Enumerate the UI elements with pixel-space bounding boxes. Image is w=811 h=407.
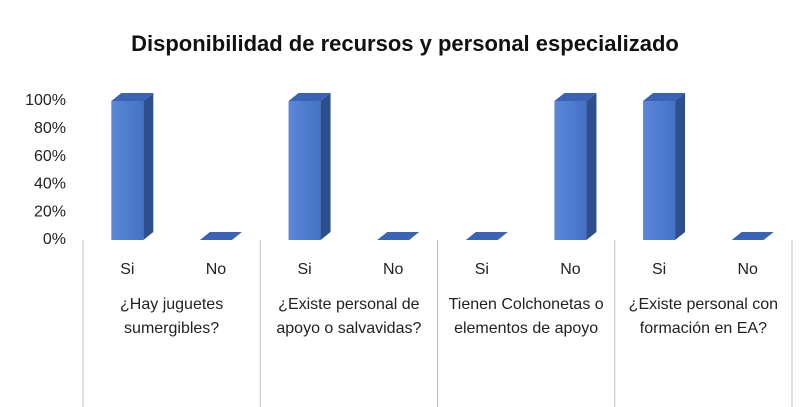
group-label: ¿Existe personal de apoyo o salvavidas? — [276, 296, 422, 337]
bar — [731, 232, 774, 240]
group-label-box: ¿Hay juguetes sumergibles? — [120, 296, 224, 337]
bar — [199, 232, 242, 240]
bar — [288, 93, 331, 240]
group-label-box: ¿Existe personal de apoyo o salvavidas? — [276, 296, 422, 337]
bar-front — [111, 101, 144, 240]
bar-top — [199, 232, 242, 240]
bar-side — [143, 93, 154, 240]
bar-top — [731, 232, 774, 240]
group-label: ¿Hay juguetes sumergibles? — [120, 296, 224, 337]
x-tick-label: No — [383, 261, 404, 278]
bar-front — [643, 101, 676, 240]
bar — [643, 93, 686, 240]
bar-top — [111, 93, 154, 101]
bar-front — [288, 101, 321, 240]
bar-side — [675, 93, 686, 240]
chart-title: Disponibilidad de recursos y personal es… — [131, 31, 679, 56]
x-tick-label: No — [737, 261, 758, 278]
group-label-box: ¿Existe personal con formación en EA? — [628, 296, 779, 337]
bar-top — [643, 93, 686, 101]
group-label: ¿Existe personal con formación en EA? — [628, 296, 779, 337]
y-tick-label: 60% — [34, 148, 66, 165]
bar-top — [465, 232, 508, 240]
x-tick-label: No — [560, 261, 581, 278]
bar — [554, 93, 597, 240]
bar — [111, 93, 154, 240]
y-tick-label: 40% — [34, 176, 66, 193]
bar-top — [288, 93, 331, 101]
y-tick-label: 100% — [25, 92, 66, 109]
y-tick-label: 80% — [34, 120, 66, 137]
group-label-box: Tienen Colchonetas o elementos de apoyo — [448, 296, 604, 337]
bar — [465, 232, 508, 240]
bar-top — [554, 93, 597, 101]
x-tick-label: Si — [475, 261, 489, 278]
y-tick-label: 0% — [43, 231, 66, 248]
bar-top — [377, 232, 420, 240]
bar-front — [554, 101, 587, 240]
bar-side — [586, 93, 597, 240]
x-tick-label: No — [206, 261, 227, 278]
bar — [377, 232, 420, 240]
x-tick-label: Si — [652, 261, 666, 278]
x-tick-label: Si — [120, 261, 134, 278]
y-tick-label: 20% — [34, 203, 66, 220]
bar-side — [320, 93, 331, 240]
x-tick-label: Si — [297, 261, 311, 278]
group-label: Tienen Colchonetas o elementos de apoyo — [448, 296, 604, 337]
